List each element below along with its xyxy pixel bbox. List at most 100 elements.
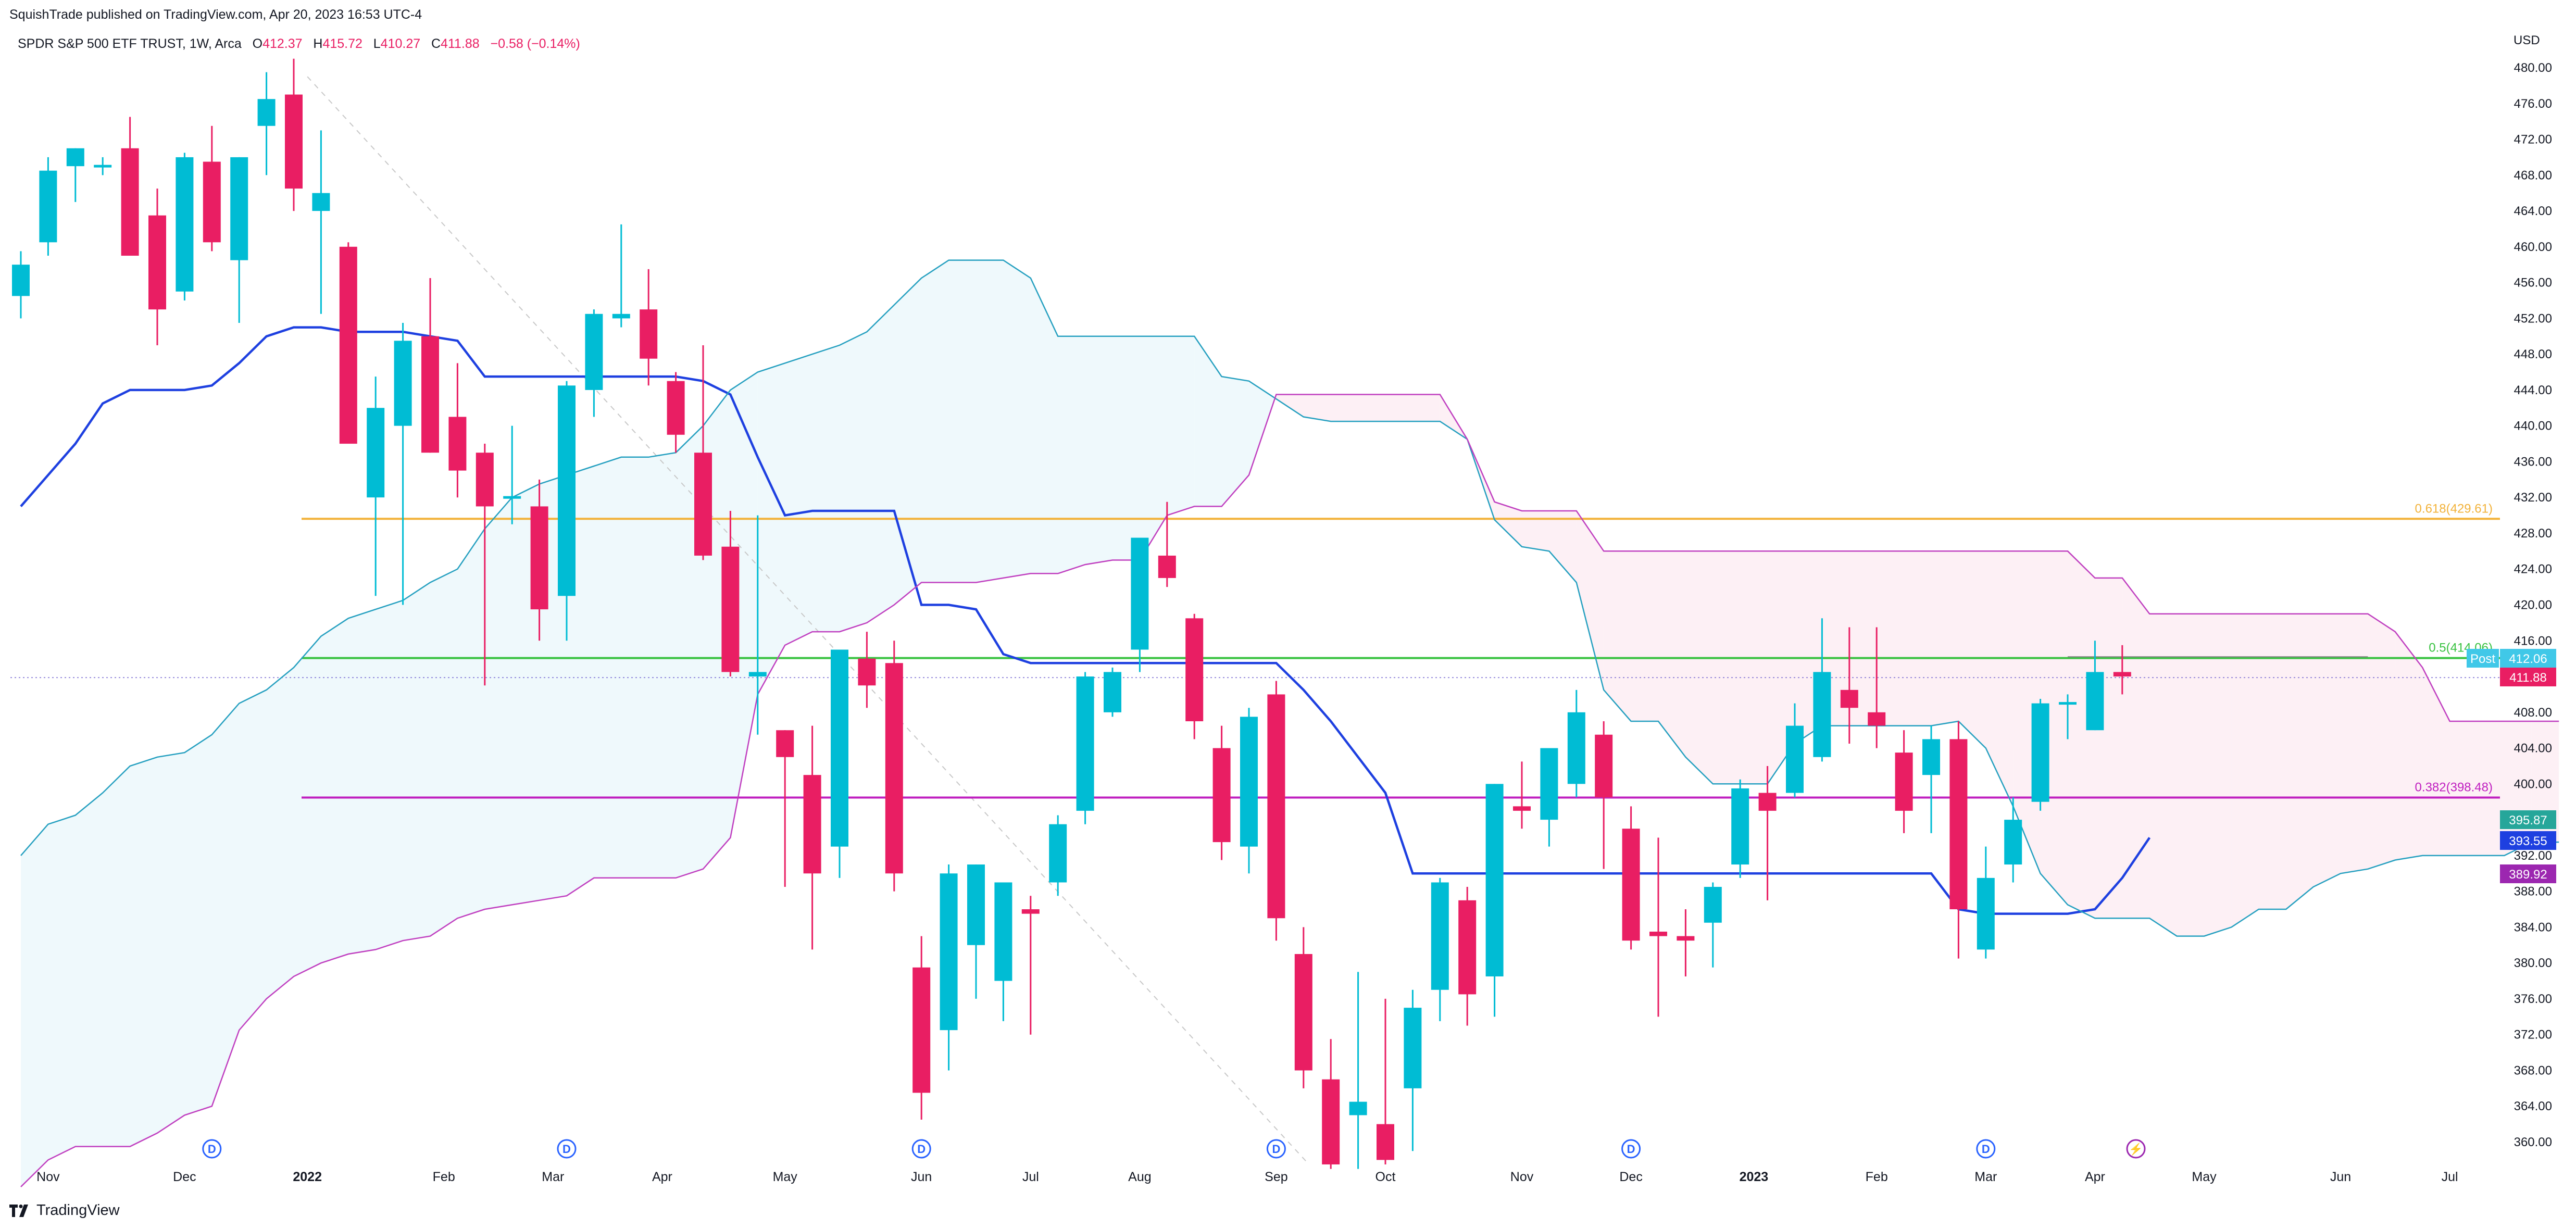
candle[interactable] [885,641,903,892]
candle[interactable] [339,242,357,444]
candle[interactable] [1540,748,1558,847]
candle-body [1868,712,1886,726]
candle[interactable] [1595,721,1613,869]
candle[interactable] [2113,645,2131,695]
candle[interactable] [1431,877,1449,1021]
candle[interactable] [12,251,30,319]
candle[interactable] [94,157,112,175]
candle[interactable] [148,189,166,345]
candle[interactable] [940,864,958,1071]
candle[interactable] [1049,815,1067,896]
candle[interactable] [2086,641,2104,731]
candle[interactable] [476,444,494,686]
candle[interactable] [2031,699,2049,811]
candle[interactable] [1104,667,1121,717]
candle[interactable] [748,515,767,735]
candle-body [2004,820,2022,865]
candle[interactable] [1786,703,1804,798]
symbol-title[interactable]: SPDR S&P 500 ETF TRUST, 1W, Arca [18,36,242,51]
candle[interactable] [394,322,412,605]
candle[interactable] [776,730,794,887]
candle[interactable] [1076,672,1094,824]
time-axis[interactable]: Nov Dec 2022 Feb Mar Apr May Jun Jul Aug Sep Oct Nov… [36,1170,2458,1184]
candle[interactable] [1377,998,1394,1164]
candle[interactable] [121,117,139,256]
candle[interactable] [831,649,848,878]
candle[interactable] [858,632,876,708]
candle[interactable] [721,510,740,677]
candle[interactable] [1704,882,1722,968]
conversion-line[interactable] [20,326,2151,915]
candle[interactable] [257,72,276,175]
candle[interactable] [2059,694,2077,739]
candle[interactable] [1267,681,1285,941]
candle[interactable] [421,278,439,453]
candle[interactable] [312,130,330,314]
candle[interactable] [1868,627,1886,748]
candle[interactable] [1131,537,1149,672]
candle[interactable] [1513,761,1531,829]
candle[interactable] [1485,784,1504,1017]
candle[interactable] [1649,837,1667,1017]
candle[interactable] [1349,972,1367,1169]
candle[interactable] [585,309,603,417]
cloud-segment [1331,394,1358,422]
candle[interactable] [1021,896,1040,1035]
candle[interactable] [1922,725,1940,833]
candle[interactable] [994,882,1012,1021]
candle[interactable] [1677,909,1695,976]
leading-span-a[interactable] [20,259,2559,937]
candle[interactable] [530,479,548,641]
candle[interactable] [1758,766,1777,900]
candle-body [1240,717,1258,847]
change-value: −0.58 (−0.14%) [490,36,580,51]
candle[interactable] [1949,721,1968,959]
candle[interactable] [39,157,57,256]
candle[interactable] [667,372,685,453]
candle[interactable] [1322,1039,1340,1169]
candle[interactable] [1212,725,1231,860]
candle[interactable] [1404,989,1422,1151]
candle[interactable] [1977,846,1995,959]
candle[interactable] [2004,797,2022,883]
candle[interactable] [967,864,985,999]
candle[interactable] [1158,501,1176,587]
earnings-marker[interactable]: ⚡ [2126,1139,2146,1159]
candle[interactable] [912,936,931,1120]
price-axis[interactable]: 360.00 364.00 368.00 372.00 376.00 380.00 384.… [2514,61,2552,1149]
candle[interactable] [1567,689,1585,798]
candle[interactable] [1240,708,1258,874]
candle[interactable] [558,381,576,641]
candle[interactable] [1458,887,1477,1026]
leading-span-b[interactable] [20,394,2559,1187]
candle[interactable] [1294,927,1312,1088]
time-tick-label: Dec [173,1170,196,1184]
candle[interactable] [612,224,630,328]
candle[interactable] [640,269,658,386]
dividend-marker[interactable]: D [911,1139,931,1159]
dividend-marker[interactable]: D [557,1139,577,1159]
candle[interactable] [503,425,521,524]
candle[interactable] [285,58,303,211]
candle[interactable] [230,157,248,323]
dividend-marker[interactable]: D [202,1139,222,1159]
dividend-marker[interactable]: D [1621,1139,1641,1159]
candle[interactable] [1840,627,1858,744]
dividend-marker[interactable]: D [1266,1139,1286,1159]
candle[interactable] [803,725,821,950]
candle[interactable] [203,126,221,252]
candle[interactable] [367,377,385,596]
cloud-segment [2149,613,2177,936]
dividend-marker-circle [202,1139,222,1159]
candle[interactable] [694,345,712,560]
candle[interactable] [1185,613,1204,739]
candle[interactable] [1895,730,1913,833]
candle[interactable] [1731,779,1749,878]
candle[interactable] [66,148,84,202]
candle[interactable] [1813,618,1831,762]
candle[interactable] [1622,806,1640,950]
dividend-marker[interactable]: D [1976,1139,1996,1159]
candle[interactable] [448,363,467,498]
candle[interactable] [176,153,194,300]
